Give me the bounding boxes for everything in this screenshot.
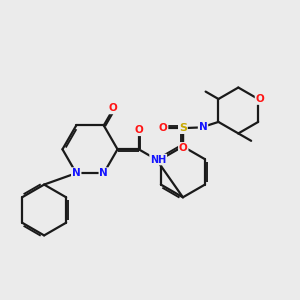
Text: NH: NH (150, 154, 166, 164)
Text: N: N (199, 122, 207, 132)
Text: N: N (72, 168, 81, 178)
Text: O: O (159, 123, 167, 133)
Text: O: O (134, 125, 143, 135)
Text: N: N (99, 168, 108, 178)
Text: O: O (256, 94, 264, 104)
Text: O: O (109, 103, 118, 113)
Text: O: O (179, 143, 188, 153)
Text: S: S (179, 123, 187, 133)
